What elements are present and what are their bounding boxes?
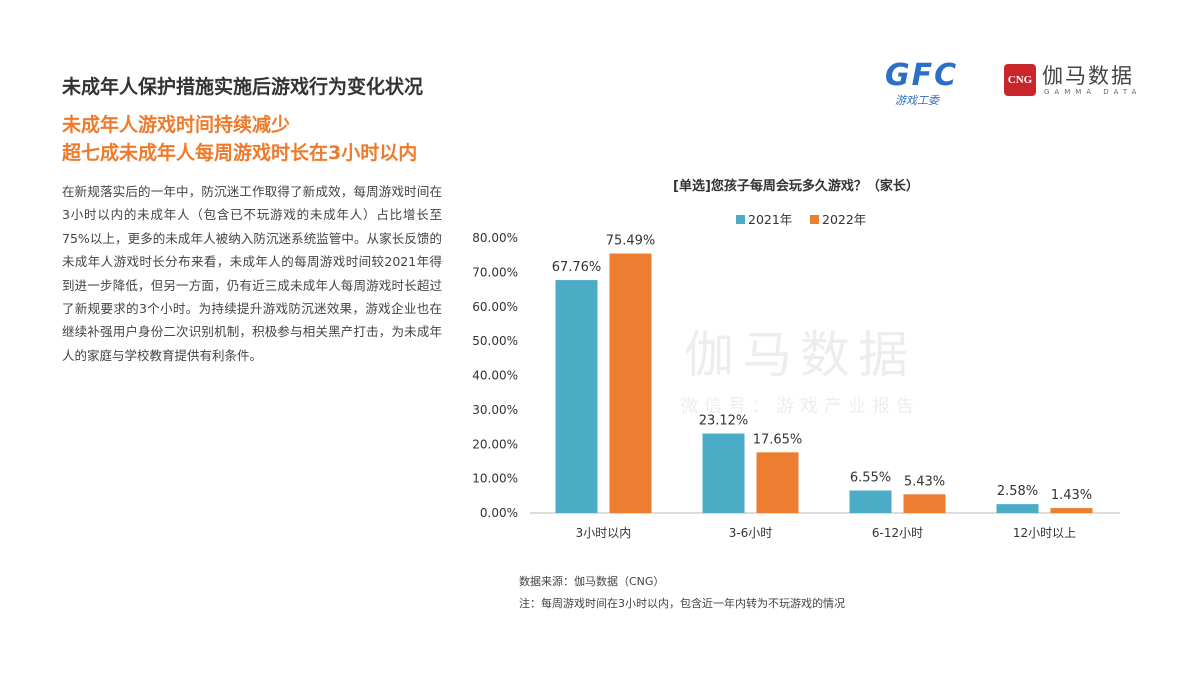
chart-title: [单选]您孩子每周会玩多久游戏？（家长） [673, 178, 919, 194]
subtitle-2: 超七成未成年人每周游戏时长在3小时以内 [62, 142, 418, 164]
gfc-logo-text: GFC [885, 58, 959, 93]
bar-2022年 [756, 452, 799, 513]
bar-2021年 [996, 504, 1039, 513]
y-tick-label: 50.00% [472, 334, 518, 348]
bars: 3小时以内 67.76% 75.49% 3-6小时 23.12% 17.65% 6-12小时… [552, 234, 1093, 540]
cng-logo-name: 伽马数据 [1042, 64, 1134, 88]
y-tick-label: 40.00% [472, 369, 518, 383]
bar-2022年 [1050, 508, 1093, 513]
y-tick-label: 0.00% [480, 506, 518, 520]
bar-2021年 [849, 490, 892, 513]
page-title: 未成年人保护措施实施后游戏行为变化状况 [62, 76, 424, 98]
y-tick-label: 70.00% [472, 265, 518, 279]
x-tick-label: 6-12小时 [872, 526, 923, 540]
watermark-main: 伽马数据 [684, 326, 916, 384]
legend-swatch [810, 215, 819, 224]
data-label: 75.49% [606, 234, 656, 249]
subtitle-1: 未成年人游戏时间持续减少 [62, 114, 291, 136]
x-tick-label: 12小时以上 [1013, 526, 1076, 540]
watermark-sub: 微信号：游戏产业报告 [680, 396, 920, 417]
x-tick-label: 3-6小时 [729, 526, 773, 540]
bar-2022年 [609, 253, 652, 514]
data-label: 1.43% [1051, 488, 1092, 503]
footnote: 注：每周游戏时间在3小时以内，包含近一年内转为不玩游戏的情况 [519, 597, 845, 610]
legend-label: 2022年 [822, 212, 866, 227]
gfc-logo-sub: 游戏工委 [895, 94, 939, 107]
data-source: 数据来源：伽马数据（CNG） [519, 575, 665, 588]
cng-logo: CNG 伽马数据 GAMMA DATA [1004, 64, 1141, 96]
legend: 2021年 2022年 [736, 212, 866, 227]
cng-logo-box: CNG [1004, 64, 1036, 96]
bar-2021年 [555, 280, 598, 513]
x-tick-label: 3小时以内 [576, 526, 632, 540]
data-label: 5.43% [904, 474, 945, 489]
data-label: 2.58% [997, 484, 1038, 499]
cng-logo-en: GAMMA DATA [1044, 88, 1142, 96]
data-label: 23.12% [699, 414, 749, 429]
y-tick-label: 80.00% [472, 231, 518, 245]
y-tick-label: 30.00% [472, 403, 518, 417]
data-label: 67.76% [552, 260, 602, 275]
data-label: 17.65% [753, 432, 803, 447]
y-tick-label: 10.00% [472, 472, 518, 486]
body-text: 在新规落实后的一年中，防沉迷工作取得了新成效，每周游戏时间在3小时以内的未成年人… [62, 184, 442, 363]
data-label: 6.55% [850, 470, 891, 485]
y-tick-label: 20.00% [472, 437, 518, 451]
y-tick-label: 60.00% [472, 300, 518, 314]
y-axis: 0.00% 10.00% 20.00% 30.00% 40.00% 50.00% 60.00… [472, 231, 518, 520]
legend-swatch [736, 215, 745, 224]
bar-2022年 [903, 494, 946, 513]
legend-label: 2021年 [748, 212, 792, 227]
gfc-logo: GFC 游戏工委 [885, 60, 975, 110]
bar-2021年 [702, 433, 745, 513]
